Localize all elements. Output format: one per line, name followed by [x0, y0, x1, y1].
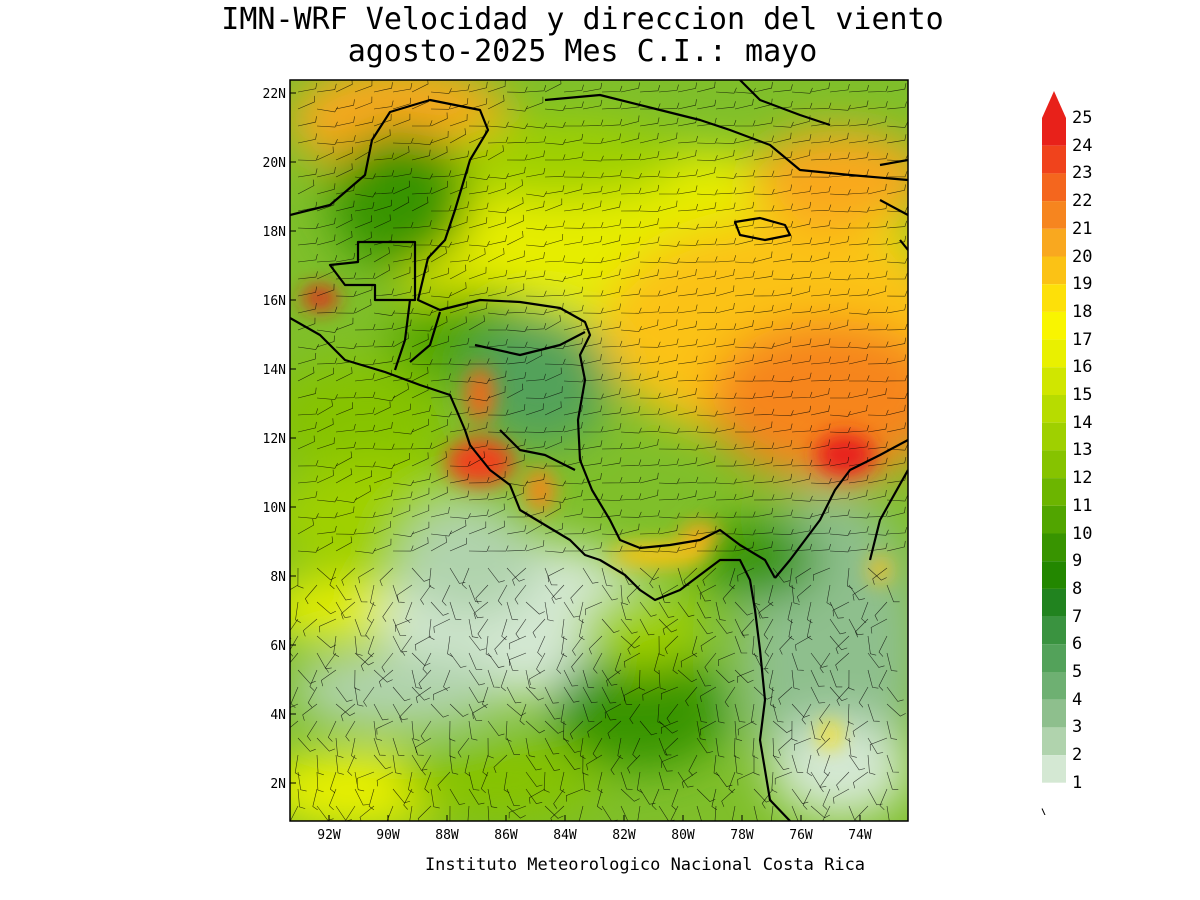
map-title-line-1: IMN-WRF Velocidad y direccion del viento	[221, 2, 944, 37]
lon-label-88w: 88W	[435, 828, 459, 843]
legend-label: 2	[1072, 745, 1083, 766]
lon-label-74w: 74W	[848, 828, 872, 843]
legend-tail	[1041, 808, 1046, 815]
legend-label: 19	[1072, 274, 1093, 295]
legend-label: 5	[1072, 662, 1083, 682]
legend-swatch	[1042, 118, 1066, 146]
lat-label-16n: 16N	[262, 294, 286, 309]
legend-label: 9	[1072, 551, 1083, 572]
legend-swatch	[1042, 533, 1066, 562]
legend-swatch	[1042, 782, 1066, 811]
lon-label-76w: 76W	[789, 828, 813, 843]
legend-arrow-cap	[1042, 91, 1066, 118]
lat-label-8n: 8N	[270, 570, 286, 585]
legend-label: 1	[1072, 772, 1083, 793]
legend-label: 12	[1072, 468, 1093, 489]
legend-label: 10	[1072, 523, 1093, 544]
legend-swatch	[1042, 755, 1066, 783]
legend-swatch	[1042, 228, 1066, 257]
legend-swatch	[1042, 561, 1066, 589]
legend-label: 17	[1072, 329, 1093, 350]
legend-label: 14	[1072, 412, 1093, 433]
legend-swatch	[1042, 588, 1066, 617]
lat-label-2n: 2N	[270, 777, 286, 792]
wind-speed-field	[290, 80, 908, 821]
legend-label: 15	[1072, 385, 1093, 405]
legend-swatch	[1042, 478, 1066, 506]
lon-label-80w: 80W	[671, 828, 695, 843]
legend-swatch	[1042, 395, 1066, 423]
lat-label-10n: 10N	[262, 501, 286, 516]
map-title-line-2: agosto-2025 Mes C.I.: mayo	[347, 34, 818, 69]
lon-label-78w: 78W	[730, 828, 754, 843]
wind-barbs	[290, 80, 908, 821]
legend-label: 23	[1072, 163, 1093, 184]
legend-label: 25	[1072, 108, 1093, 128]
institution-credit: Instituto Meteorologico Nacional Costa R…	[424, 855, 866, 875]
legend-swatch	[1042, 311, 1066, 340]
lat-label-18n: 18N	[262, 225, 286, 240]
map-frame	[289, 79, 909, 822]
lat-label-4n: 4N	[270, 708, 286, 723]
lat-label-22n: 22N	[262, 87, 286, 102]
legend-label: 6	[1072, 634, 1083, 655]
legend-swatch	[1042, 173, 1066, 202]
legend-swatch	[1042, 422, 1066, 451]
lat-label-14n: 14N	[262, 363, 286, 378]
legend-label: 18	[1072, 301, 1093, 322]
legend-swatch	[1042, 727, 1066, 756]
coastlines-and-borders	[290, 80, 908, 821]
legend-swatch	[1042, 256, 1066, 285]
lat-label-20n: 20N	[262, 156, 286, 171]
legend-swatch	[1042, 284, 1066, 312]
legend-label: 16	[1072, 357, 1093, 378]
lon-label-92w: 92W	[317, 828, 341, 843]
legend-label: 4	[1072, 689, 1083, 710]
legend-swatch	[1042, 616, 1066, 645]
legend-label: 3	[1072, 717, 1083, 738]
legend-label: 21	[1072, 218, 1093, 239]
legend-swatch	[1042, 339, 1066, 368]
lon-label-82w: 82W	[612, 828, 636, 843]
lon-label-90w: 90W	[376, 828, 400, 843]
legend-swatch	[1042, 450, 1066, 479]
legend-label: 11	[1072, 495, 1093, 516]
legend-swatch	[1042, 699, 1066, 728]
legend-label: 8	[1072, 578, 1083, 599]
legend-swatch	[1042, 672, 1066, 700]
lat-label-12n: 12N	[262, 432, 286, 447]
lat-label-6n: 6N	[270, 639, 286, 654]
legend-swatch	[1042, 201, 1066, 229]
legend-swatch	[1042, 644, 1066, 672]
legend-label: 24	[1072, 135, 1093, 156]
legend-label: 22	[1072, 191, 1093, 212]
lon-label-84w: 84W	[553, 828, 577, 843]
legend-label: 13	[1072, 440, 1093, 461]
color-scale-legend	[1041, 91, 1066, 815]
legend-swatch	[1042, 505, 1066, 534]
legend-swatch	[1042, 367, 1066, 395]
legend-swatch	[1042, 145, 1066, 174]
legend-label: 7	[1072, 606, 1083, 627]
axis-ticks	[290, 92, 861, 821]
legend-label: 20	[1072, 246, 1093, 267]
lon-label-86w: 86W	[494, 828, 518, 843]
